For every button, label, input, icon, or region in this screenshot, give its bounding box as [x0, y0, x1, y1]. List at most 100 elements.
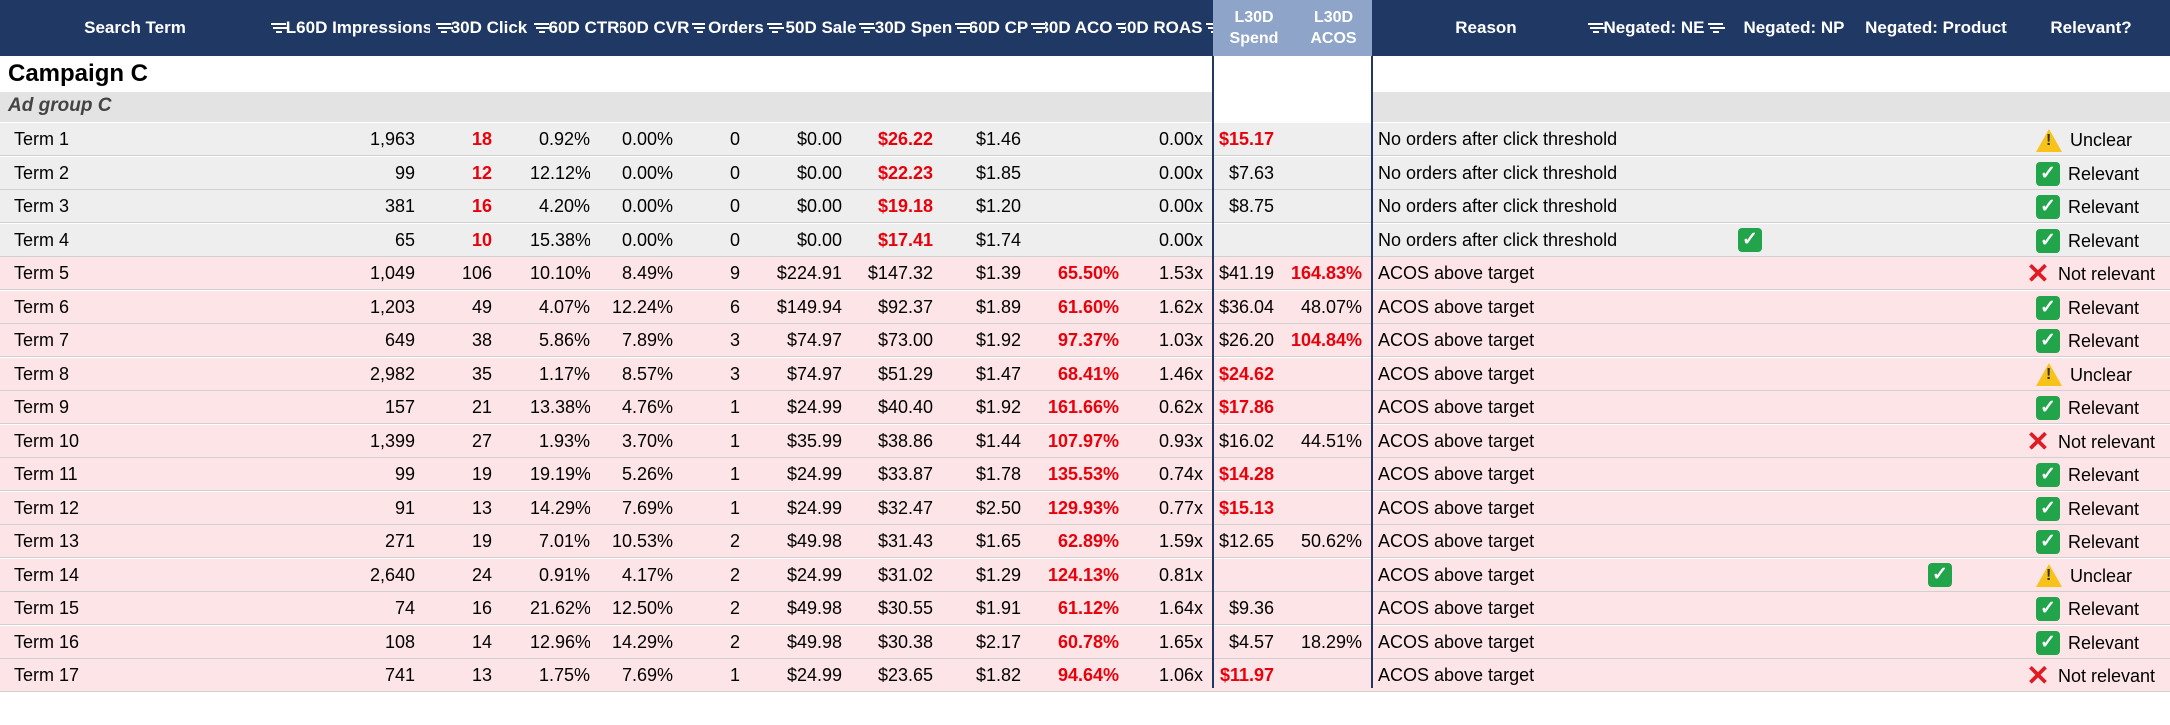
cell-spend[interactable]: $33.87 [877, 464, 933, 484]
cell-reason[interactable]: ACOS above target [1378, 564, 1535, 585]
cell-roas[interactable]: 0.00x [1158, 196, 1203, 216]
cell-cpc[interactable]: $1.46 [975, 129, 1021, 149]
cell-sales[interactable]: $24.99 [786, 464, 842, 484]
cell-spend[interactable]: $51.29 [877, 363, 933, 384]
cell-roas[interactable]: 0.74x [1158, 464, 1203, 484]
cell-spend[interactable]: $26.22 [877, 129, 933, 149]
cell-roas[interactable]: 0.93x [1158, 430, 1203, 451]
cell-orders[interactable]: 1 [729, 497, 740, 518]
cell-orders[interactable]: 1 [729, 665, 740, 685]
cell-sales[interactable]: $24.99 [786, 397, 842, 417]
cell-spend[interactable]: $30.38 [877, 631, 933, 652]
cell-clicks[interactable]: 19 [471, 531, 492, 551]
cell-roas[interactable]: 1.65x [1158, 631, 1203, 652]
cell-cpc[interactable]: $1.91 [975, 598, 1021, 618]
cell-imp[interactable]: 1,963 [369, 129, 415, 149]
cell-sales[interactable]: $149.94 [776, 296, 842, 317]
cell-ctr[interactable]: 10.10% [530, 263, 590, 283]
cell-cpc[interactable]: $1.39 [975, 263, 1021, 283]
cell-sales[interactable]: $24.99 [786, 665, 842, 685]
cell-l30acos[interactable] [1290, 492, 1362, 524]
cell-roas[interactable]: 1.06x [1158, 665, 1203, 685]
cell-imp[interactable]: 74 [394, 598, 415, 618]
cell-relevant[interactable]: ✓ Relevant [2036, 525, 2139, 557]
cell-l30spend[interactable] [1214, 559, 1274, 591]
cell-term[interactable]: Term 11 [14, 464, 78, 484]
cell-acos[interactable]: 61.12% [1057, 598, 1119, 618]
cell-imp[interactable]: 157 [384, 397, 415, 417]
filter-icon[interactable] [1205, 22, 1213, 34]
cell-l30acos[interactable] [1290, 224, 1362, 256]
cell-orders[interactable]: 2 [729, 564, 740, 585]
cell-cvr[interactable]: 12.50% [611, 598, 673, 618]
cell-cpc[interactable]: $1.47 [975, 363, 1021, 384]
cell-spend[interactable]: $30.55 [877, 598, 933, 618]
table-row[interactable]: Term 7 649 38 5.86% 7.89% 3 $74.97 $73.00 $1.92 9… [0, 324, 2170, 357]
cell-cpc[interactable]: $1.92 [975, 330, 1021, 350]
cell-sales[interactable]: $49.98 [786, 631, 842, 652]
cell-clicks[interactable]: 16 [471, 598, 492, 618]
cell-cvr[interactable]: 0.00% [621, 196, 673, 216]
cell-cpc[interactable]: $1.65 [975, 531, 1021, 551]
cell-reason[interactable]: ACOS above target [1378, 263, 1535, 283]
cell-reason[interactable]: ACOS above target [1378, 531, 1535, 551]
cell-ctr[interactable]: 0.92% [538, 129, 590, 149]
header-impressions[interactable]: L60D Impressions [270, 0, 430, 56]
table-row[interactable]: Term 11 99 19 19.19% 5.26% 1 $24.99 $33.87 $1.78… [0, 458, 2170, 491]
cell-cvr[interactable]: 7.89% [621, 330, 673, 350]
header-negated-product[interactable]: Negated: Product [1860, 0, 2012, 56]
cell-term[interactable]: Term 15 [14, 598, 80, 618]
cell-l30spend[interactable]: $36.04 [1218, 296, 1274, 317]
header-negated-ne[interactable]: Negated: NE [1580, 0, 1728, 56]
cell-relevant[interactable]: ✓ Relevant [2036, 324, 2139, 356]
cell-ctr[interactable]: 19.19% [530, 464, 590, 484]
cell-cvr[interactable]: 5.26% [621, 464, 673, 484]
cell-l30spend[interactable]: $15.17 [1218, 129, 1274, 149]
cell-clicks[interactable]: 106 [461, 263, 492, 283]
cell-l30spend[interactable]: $41.19 [1218, 263, 1274, 283]
cell-reason[interactable]: ACOS above target [1378, 464, 1535, 484]
cell-l30acos[interactable] [1290, 190, 1362, 222]
cell-ctr[interactable]: 0.91% [538, 564, 590, 585]
cell-clicks[interactable]: 13 [471, 497, 492, 518]
filter-icon[interactable] [955, 22, 970, 34]
cell-imp[interactable]: 2,640 [369, 564, 415, 585]
cell-reason[interactable]: No orders after click threshold [1378, 229, 1618, 250]
cell-reason[interactable]: ACOS above target [1378, 430, 1535, 451]
cell-imp[interactable]: 2,982 [369, 363, 415, 384]
table-row[interactable]: Term 3 381 16 4.20% 0.00% 0 $0.00 $19.18 $1.20 0.… [0, 190, 2170, 223]
cell-l30spend[interactable]: $7.63 [1228, 162, 1274, 183]
cell-term[interactable]: Term 8 [14, 363, 70, 384]
cell-cpc[interactable]: $2.50 [975, 497, 1021, 518]
cell-l30acos[interactable] [1290, 659, 1362, 691]
cell-l30spend[interactable]: $12.65 [1218, 531, 1274, 551]
cell-cpc[interactable]: $1.78 [975, 464, 1021, 484]
cell-imp[interactable]: 99 [394, 162, 415, 183]
cell-relevant[interactable]: ✓ Relevant [2036, 592, 2139, 624]
cell-orders[interactable]: 3 [729, 330, 740, 350]
cell-reason[interactable]: ACOS above target [1378, 497, 1535, 518]
cell-acos[interactable] [1040, 190, 1119, 222]
cell-l30acos[interactable] [1290, 592, 1362, 624]
cell-clicks[interactable]: 49 [471, 296, 492, 317]
cell-ctr[interactable]: 13.38% [530, 397, 590, 417]
cell-ctr[interactable]: 12.96% [530, 631, 590, 652]
cell-acos[interactable]: 107.97% [1047, 430, 1119, 451]
cell-reason[interactable]: ACOS above target [1378, 330, 1535, 350]
table-row[interactable]: Term 8 2,982 35 1.17% 8.57% 3 $74.97 $51.29 $1.4… [0, 357, 2170, 391]
cell-reason[interactable]: No orders after click threshold [1378, 162, 1618, 183]
cell-l30acos[interactable] [1290, 559, 1362, 591]
cell-l30spend[interactable]: $4.57 [1228, 631, 1274, 652]
cell-relevant[interactable]: Unclear [2036, 559, 2132, 591]
cell-roas[interactable]: 0.00x [1158, 129, 1203, 149]
cell-acos[interactable] [1040, 157, 1119, 189]
table-row[interactable]: Term 12 91 13 14.29% 7.69% 1 $24.99 $32.47 $2.50… [0, 491, 2170, 525]
cell-orders[interactable]: 1 [729, 430, 740, 451]
filter-icon[interactable] [1031, 22, 1045, 34]
cell-orders[interactable]: 0 [729, 196, 740, 216]
cell-l30acos[interactable] [1290, 123, 1362, 155]
cell-cpc[interactable]: $1.74 [975, 229, 1021, 250]
cell-l30acos[interactable]: 44.51% [1300, 430, 1362, 451]
cell-relevant[interactable]: ✓ Relevant [2036, 458, 2139, 490]
cell-spend[interactable]: $17.41 [877, 229, 933, 250]
